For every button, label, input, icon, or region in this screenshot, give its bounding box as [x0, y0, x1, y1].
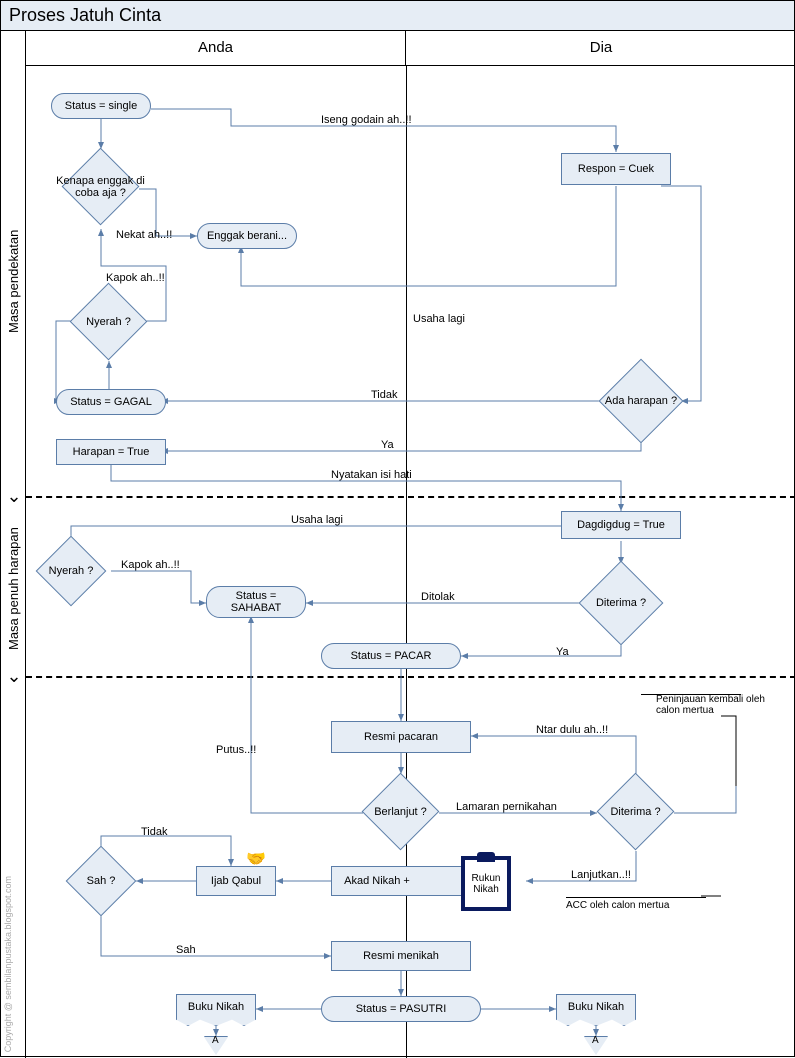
- node-berlanjut: Berlanjut ?: [362, 773, 440, 851]
- node-status-pacar: Status = PACAR: [321, 643, 461, 669]
- node-harapan-true: Harapan = True: [56, 439, 166, 465]
- title-bar: Proses Jatuh Cinta: [1, 1, 794, 31]
- node-status-pasutri: Status = PASUTRI: [321, 996, 481, 1022]
- label-nyatakan: Nyatakan isi hati: [331, 469, 412, 481]
- phase-sep-1: [26, 496, 795, 498]
- node-enggak-berani: Enggak berani...: [197, 223, 297, 249]
- phase-chevron-2: ⌄: [6, 666, 21, 687]
- label-lanjutkan: Lanjutkan..!!: [571, 869, 631, 881]
- node-status-single: Status = single: [51, 93, 151, 119]
- label-usaha1: Usaha lagi: [413, 313, 465, 325]
- comment-peninjauan: Peninjauan kembali oleh calon mertua: [656, 694, 786, 716]
- lane-header-anda: Anda: [26, 31, 406, 66]
- connector-a-left-label: A: [212, 1035, 219, 1046]
- node-sah: Sah ?: [66, 846, 137, 917]
- node-sah-label: Sah ?: [51, 875, 151, 887]
- node-buku-nikah-left: Buku Nikah: [176, 994, 256, 1026]
- node-ada-harapan: Ada harapan ?: [599, 359, 684, 444]
- comment-acc: ACC oleh calon mertua: [566, 897, 706, 911]
- node-ada-harapan-label: Ada harapan ?: [591, 395, 691, 407]
- phase-2-label: Masa penuh harapan: [1, 501, 26, 676]
- node-buku-nikah-right: Buku Nikah: [556, 994, 636, 1026]
- node-nyerah2: Nyerah ?: [36, 536, 107, 607]
- label-ya2: Ya: [556, 646, 569, 658]
- node-kenapa: Kenapa enggak di coba aja ?: [62, 148, 140, 226]
- lane-divider: [406, 66, 407, 1058]
- node-resmi-pacaran: Resmi pacaran: [331, 721, 471, 753]
- label-ditolak: Ditolak: [421, 591, 455, 603]
- node-kenapa-label: Kenapa enggak di coba aja ?: [51, 175, 151, 199]
- node-rukun-nikah: Rukun Nikah: [461, 856, 511, 911]
- label-iseng: Iseng godain ah..!!: [321, 114, 412, 126]
- node-diterima2-label: Diterima ?: [586, 806, 686, 818]
- label-tidak2: Tidak: [141, 826, 168, 838]
- label-ntar: Ntar dulu ah..!!: [536, 724, 608, 736]
- copyright: Copyright @ sembilanpustaka.blogspot.com: [3, 876, 13, 1052]
- node-nyerah2-label: Nyerah ?: [21, 565, 121, 577]
- node-ijab-qabul: Ijab Qabul: [196, 866, 276, 896]
- node-resmi-menikah: Resmi menikah: [331, 941, 471, 971]
- comment-line-1: [641, 694, 741, 695]
- label-lamaran: Lamaran pernikahan: [456, 801, 557, 813]
- label-usaha2: Usaha lagi: [291, 514, 343, 526]
- label-tidak1: Tidak: [371, 389, 398, 401]
- lane-header-dia: Dia: [406, 31, 795, 66]
- node-diterima2: Diterima ?: [597, 773, 675, 851]
- node-diterima1-label: Diterima ?: [571, 597, 671, 609]
- node-status-sahabat: Status = SAHABAT: [206, 586, 306, 618]
- node-status-gagal: Status = GAGAL: [56, 389, 166, 415]
- label-ya1: Ya: [381, 439, 394, 451]
- node-nyerah1: Nyerah ?: [70, 283, 148, 361]
- people-icon: 🤝: [246, 849, 266, 869]
- node-respon-cuek: Respon = Cuek: [561, 153, 671, 185]
- node-dagdigdug: Dagdigdug = True: [561, 511, 681, 539]
- node-nyerah1-label: Nyerah ?: [59, 316, 159, 328]
- label-nekat: Nekat ah..!!: [116, 229, 172, 241]
- label-sah: Sah: [176, 944, 196, 956]
- diagram-container: Proses Jatuh Cinta Anda Dia Masa pendeka…: [0, 0, 795, 1057]
- label-kapok1: Kapok ah..!!: [106, 272, 165, 284]
- node-diterima1: Diterima ?: [579, 561, 664, 646]
- node-akad-nikah: Akad Nikah +: [331, 866, 471, 896]
- node-berlanjut-label: Berlanjut ?: [351, 806, 451, 818]
- phase-chevron-1: ⌄: [6, 486, 21, 507]
- phase-sep-2: [26, 676, 795, 678]
- phase-1-label: Masa pendekatan: [1, 66, 26, 496]
- connector-a-right-label: A: [592, 1035, 599, 1046]
- label-kapok2: Kapok ah..!!: [121, 559, 180, 571]
- label-putus: Putus..!!: [216, 744, 256, 756]
